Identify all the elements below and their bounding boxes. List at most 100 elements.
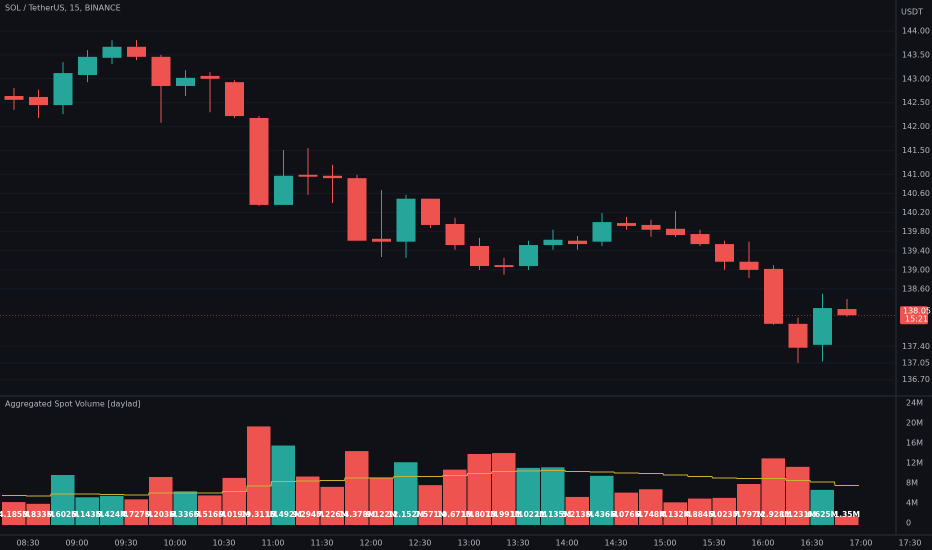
y-tick-label: 141.00 [902,170,930,179]
countdown: 15:21 [905,315,928,324]
candle-body [715,244,734,262]
volume-bar [835,516,859,525]
volume-label: 6.336M [170,510,201,519]
candle-body [788,323,808,348]
volume-bar [590,475,614,525]
volume-bar [810,489,834,525]
volume-label: 3.833M [23,510,54,519]
volume-label: 12.928M [755,510,791,519]
volume-bar [173,491,197,525]
volume-label: 12.152M [388,510,424,519]
y-tick-label: 143.00 [902,74,930,83]
y-tick-label: 139.80 [902,227,930,236]
volume-bar [688,498,712,525]
volume-label: 6.748M [635,510,666,519]
y-tick-label: 143.50 [902,50,930,59]
volume-bar [712,497,736,525]
x-tick-label: 13:00 [457,539,480,548]
volume-label: 4.884M [684,510,715,519]
volume-label: 1.35M [834,510,860,519]
candle-body [470,245,489,267]
volume-label: 4.132M [660,510,691,519]
volume-label: 10.671M [437,510,473,519]
candle-body [641,224,661,230]
y-tick-label: 137.05 [902,358,930,367]
volume-label: 4.185M [0,510,30,519]
volume-title: Aggregated Spot Volume [daylad] [5,400,141,409]
x-tick-label: 08:30 [16,539,39,548]
candle-body [372,238,391,242]
volume-bar [394,462,418,525]
volume-label: 9.436M [586,510,617,519]
y-tick-label: 20M [906,419,923,428]
x-tick-label: 09:00 [65,539,88,548]
candle-body [127,46,146,57]
volume-label: 5.023M [709,510,740,519]
volume-label: 7.797M [733,510,764,519]
y-tick-label: 138.60 [902,284,930,293]
volume-label: 13.991M [486,510,522,519]
volume-label: 9.122M [366,510,397,519]
volume-label: 7.226M [317,510,348,519]
y-tick-label: 139.00 [902,265,930,274]
volume-label: 5.516M [194,510,225,519]
volume-label: 9.203M [145,510,176,519]
last-price-label: 138.05 [903,307,931,316]
candle-body [739,261,759,270]
y-tick-label: 140.60 [902,189,930,198]
y-tick-label: 142.00 [902,122,930,131]
x-tick-label: 12:00 [359,539,382,548]
volume-bar [418,485,442,525]
last-price-box [900,306,928,325]
x-tick-label: 11:00 [261,539,284,548]
candle-body [4,96,24,100]
candle-body [764,268,783,324]
y-tick-label: 141.50 [902,146,930,155]
candle-body [176,77,195,86]
volume-bar [149,476,173,525]
volume-bar [296,476,320,525]
volume-label: 11.231M [780,510,816,519]
candle-body [396,198,416,242]
volume-bar [124,499,148,525]
candle-body [347,178,367,241]
volume-bar [271,445,295,525]
volume-bar [100,495,124,525]
volume-label: 9.294M [292,510,323,519]
candle-body [151,56,171,86]
volume-label: 5.143M [72,510,103,519]
y-tick-label: 140.20 [902,208,930,217]
candle-body [445,224,465,246]
candle-body [837,309,857,316]
volume-bar [198,495,222,525]
volume-label: 9.019M [219,510,250,519]
x-tick-label: 17:30 [898,539,921,548]
volume-bar [51,474,75,525]
candle-body [494,265,514,267]
volume-bar [614,492,638,525]
candle-body [617,223,636,226]
volume-bar [541,467,565,525]
x-tick-label: 15:30 [702,539,725,548]
volume-bar [663,502,687,525]
x-tick-label: 17:00 [849,539,872,548]
candle-body [249,117,269,205]
candle-body [813,308,832,345]
volume-bar [26,503,50,525]
candle-body [274,175,293,205]
volume-bar [247,426,271,525]
volume-bar [443,469,467,525]
y-tick-label: 24M [906,399,923,408]
y-tick-label: 137.40 [902,342,930,351]
y-tick-label: 142.50 [902,98,930,107]
candle-body [53,73,73,106]
volume-bar [737,484,761,525]
y-tick-label: 12M [906,459,923,468]
x-tick-label: 14:30 [604,539,627,548]
volume-bar [345,451,369,525]
volume-label: 5.213M [562,510,593,519]
volume-bar [786,466,810,525]
x-tick-label: 14:00 [555,539,578,548]
x-tick-label: 16:00 [751,539,774,548]
volume-label: 6.076M [611,510,642,519]
